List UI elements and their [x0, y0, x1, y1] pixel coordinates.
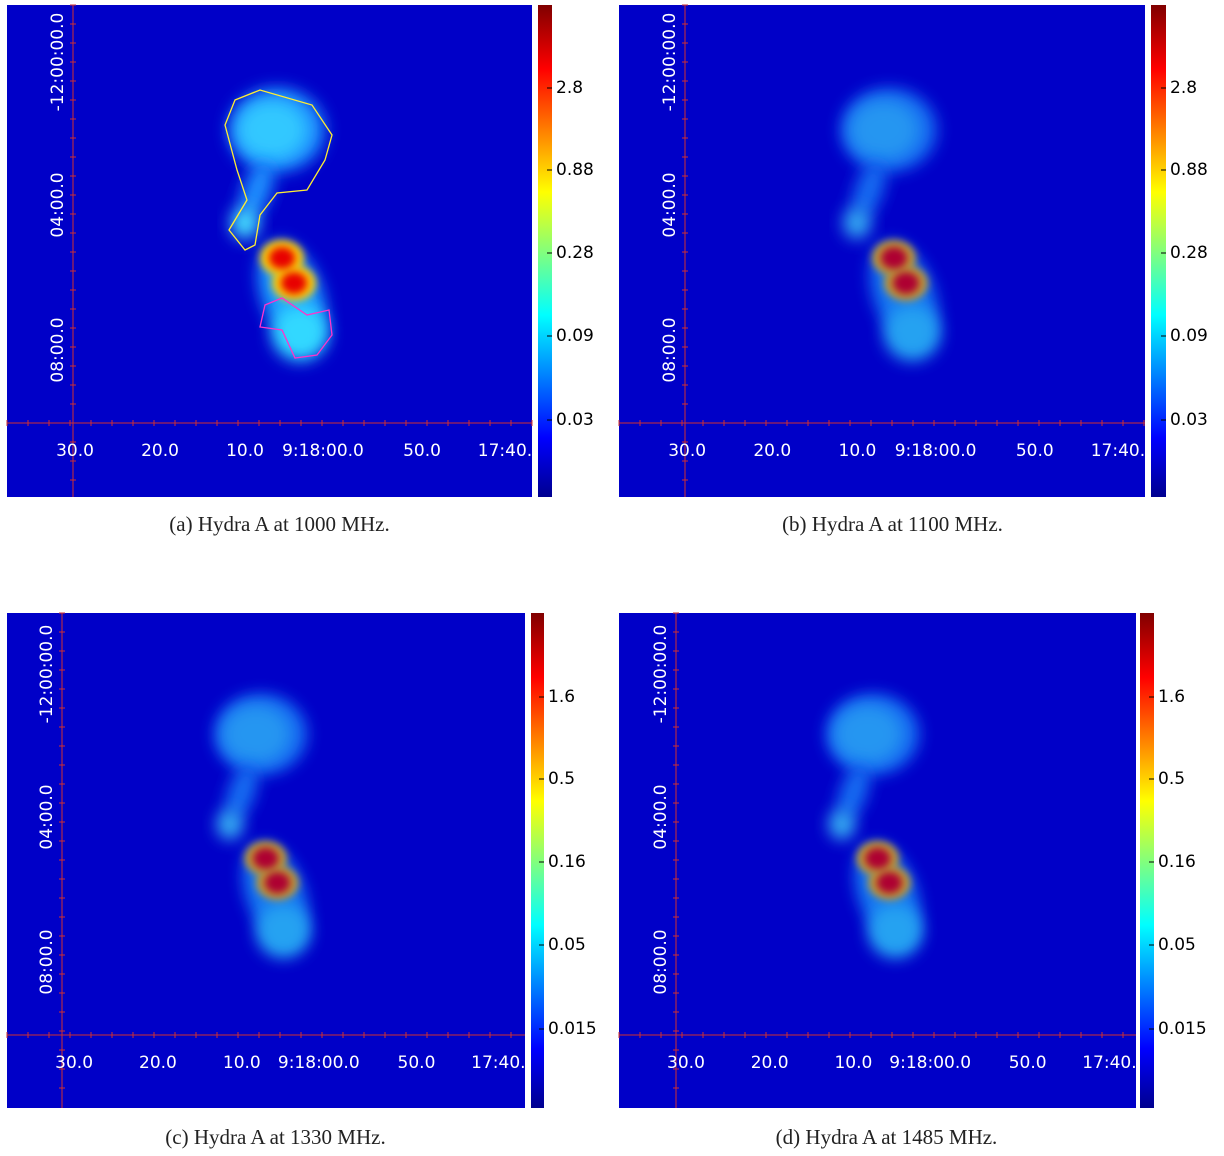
x-label: 17:40.: [1091, 441, 1145, 461]
x-label: 20.0: [141, 441, 179, 461]
panel: 30.0 20.0 10.0 9:18:00.0 50.0 17:40. -12:00:00…: [6, 612, 533, 1108]
x-label: 9:18:00.0: [278, 1053, 360, 1073]
colorbar-label: 0.16: [548, 852, 586, 872]
emission: [881, 247, 907, 269]
emission: [884, 305, 940, 361]
emission: [876, 871, 902, 894]
emission: [843, 207, 871, 239]
x-label: 20.0: [753, 441, 791, 461]
caption: (a) Hydra A at 1000 MHz.: [169, 512, 389, 536]
x-label: 30.0: [667, 1053, 705, 1073]
x-label: 30.0: [56, 441, 94, 461]
y-label: -12:00:00.0: [48, 13, 68, 112]
y-label: 04:00.0: [651, 784, 671, 849]
colorbar-label: 0.88: [556, 160, 594, 180]
colorbar-label: 0.09: [556, 326, 594, 346]
y-label: 04:00.0: [37, 784, 57, 849]
y-label: -12:00:00.0: [660, 13, 680, 112]
colorbar-label: 0.05: [548, 935, 586, 955]
colorbar: [538, 5, 552, 497]
colorbar-label: 0.03: [1170, 410, 1208, 430]
y-label: -12:00:00.0: [651, 625, 671, 724]
colorbar-label: 0.28: [556, 243, 594, 263]
x-label: 50.0: [1009, 1053, 1047, 1073]
colorbar: [1151, 5, 1166, 497]
y-label: -12:00:00.0: [37, 625, 57, 724]
emission: [225, 764, 258, 821]
colorbar-label: 1.6: [1158, 687, 1185, 707]
colorbar-label: 0.09: [1170, 326, 1208, 346]
emission: [216, 808, 244, 840]
x-label: 9:18:00.0: [889, 1053, 971, 1073]
radio-source: [826, 693, 923, 959]
colorbar-label: 2.8: [1170, 78, 1197, 98]
y-label: 08:00.0: [48, 317, 68, 382]
x-label: 30.0: [668, 441, 706, 461]
x-label: 10.0: [839, 441, 877, 461]
emission: [865, 847, 891, 870]
colorbar: [531, 613, 544, 1108]
emission: [828, 808, 856, 840]
x-label: 20.0: [751, 1053, 789, 1073]
emission: [852, 161, 886, 219]
emission: [264, 871, 290, 894]
colorbar-label: 0.88: [1170, 160, 1208, 180]
emission: [256, 904, 311, 959]
colorbar-label: 0.05: [1158, 935, 1196, 955]
x-label: 50.0: [398, 1053, 436, 1073]
y-label: 04:00.0: [660, 172, 680, 237]
emission: [240, 161, 274, 219]
y-label: 08:00.0: [660, 317, 680, 382]
colorbar-label: 0.5: [548, 769, 575, 789]
x-label: 10.0: [226, 441, 264, 461]
contour-south: [259, 297, 333, 359]
y-label: 08:00.0: [651, 929, 671, 994]
caption: (d) Hydra A at 1485 MHz.: [776, 1125, 998, 1149]
radio-source: [229, 88, 328, 361]
emission: [253, 847, 279, 870]
emission: [281, 272, 307, 294]
x-label: 17:40.: [478, 441, 532, 461]
panel: 30.0 20.0 10.0 9:18:00.0 50.0 17:40. -12:00:00…: [618, 4, 1145, 497]
radio-source: [214, 693, 311, 959]
x-label: 20.0: [139, 1053, 177, 1073]
colorbar-label: 0.5: [1158, 769, 1185, 789]
radio-source: [841, 88, 940, 361]
emission: [269, 247, 295, 269]
x-label: 17:40.: [471, 1053, 525, 1073]
emission: [893, 272, 919, 294]
x-label: 10.0: [834, 1053, 872, 1073]
emission: [837, 764, 870, 821]
y-label: 08:00.0: [37, 929, 57, 994]
colorbar-label: 2.8: [556, 78, 583, 98]
y-label: 04:00.0: [48, 172, 68, 237]
x-label: 17:40.: [1082, 1053, 1136, 1073]
colorbar-label: 0.03: [556, 410, 594, 430]
emission: [222, 705, 290, 764]
x-label: 50.0: [1016, 441, 1054, 461]
colorbar: [1140, 613, 1154, 1108]
emission: [834, 705, 902, 764]
panel: 30.0 20.0 10.0 9:18:00.0 50.0 17:40. -12:00:00…: [6, 4, 533, 497]
x-label: 9:18:00.0: [282, 441, 364, 461]
emission: [849, 100, 919, 160]
emission: [868, 904, 923, 959]
colorbar-label: 0.015: [548, 1019, 597, 1039]
colorbar-label: 0.16: [1158, 852, 1196, 872]
emission: [272, 305, 328, 361]
colorbar-label: 0.28: [1170, 243, 1208, 263]
contour-north: [224, 89, 333, 251]
x-label: 50.0: [403, 441, 441, 461]
emission: [231, 207, 259, 239]
x-label: 10.0: [223, 1053, 261, 1073]
caption: (b) Hydra A at 1100 MHz.: [782, 512, 1003, 536]
emission: [237, 100, 307, 160]
caption: (c) Hydra A at 1330 MHz.: [165, 1125, 385, 1149]
colorbar-label: 0.015: [1158, 1019, 1207, 1039]
colorbar-label: 1.6: [548, 687, 575, 707]
panel: 30.0 20.0 10.0 9:18:00.0 50.0 17:40. -12:00:00…: [618, 612, 1145, 1108]
x-label: 30.0: [55, 1053, 93, 1073]
x-label: 9:18:00.0: [895, 441, 977, 461]
